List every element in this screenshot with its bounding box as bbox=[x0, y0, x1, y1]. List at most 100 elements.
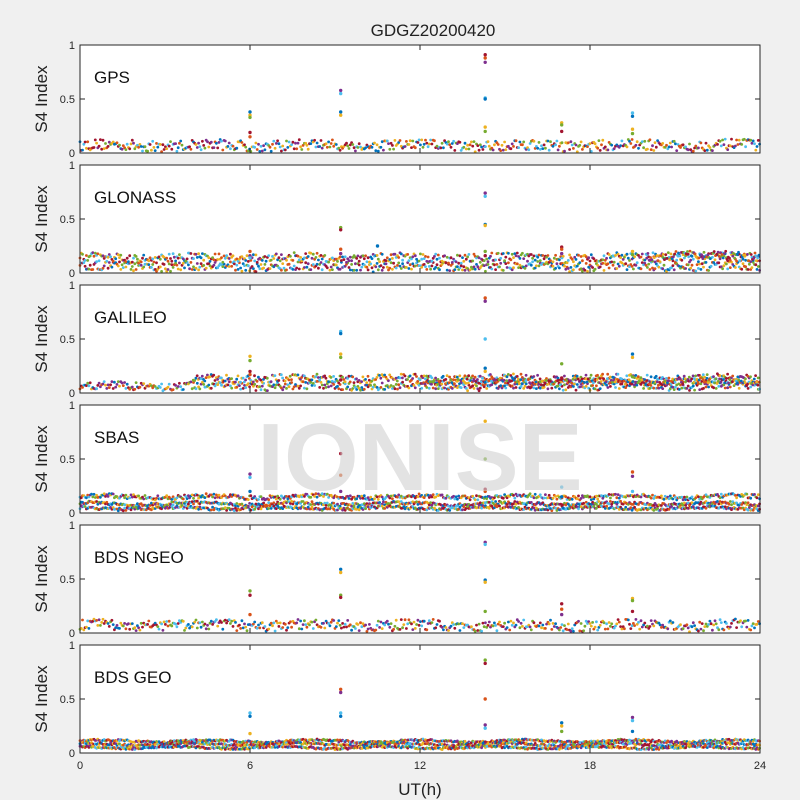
y-axis-label: S4 Index bbox=[32, 65, 51, 133]
data-point bbox=[630, 252, 635, 257]
data-point bbox=[483, 223, 487, 228]
data-point bbox=[630, 715, 635, 720]
data-point bbox=[248, 612, 252, 617]
x-tick-label: 12 bbox=[414, 760, 426, 772]
y-axis-label: S4 Index bbox=[32, 185, 51, 253]
data-point bbox=[339, 714, 343, 718]
data-point bbox=[248, 115, 252, 120]
y-axis-label: S4 Index bbox=[32, 305, 51, 373]
x-tick-label: 24 bbox=[754, 760, 766, 772]
data-point bbox=[248, 354, 252, 358]
data-point bbox=[560, 612, 564, 617]
data-point bbox=[483, 60, 487, 64]
data-point bbox=[483, 56, 487, 60]
data-point bbox=[375, 244, 380, 248]
data-point bbox=[630, 609, 635, 614]
plot-area bbox=[80, 525, 760, 633]
data-point bbox=[560, 607, 564, 611]
panel-sbas: IONISE 0 0.5 1 SBAS S4 Index bbox=[32, 400, 761, 520]
data-point bbox=[483, 658, 487, 662]
data-point bbox=[630, 718, 635, 723]
data-point bbox=[483, 419, 487, 423]
data-point bbox=[248, 249, 252, 254]
data-point bbox=[630, 355, 635, 360]
y-tick-label: 0 bbox=[69, 628, 75, 640]
data-point bbox=[248, 369, 252, 374]
y-tick-label: 1 bbox=[69, 280, 75, 292]
data-point bbox=[483, 580, 487, 584]
background-scatter bbox=[78, 372, 761, 393]
data-point bbox=[483, 191, 487, 195]
y-tick-label: 1 bbox=[69, 640, 75, 652]
data-point bbox=[560, 251, 564, 256]
data-point bbox=[560, 724, 564, 728]
data-point bbox=[483, 337, 487, 341]
plot-area bbox=[80, 645, 760, 753]
data-point bbox=[560, 602, 564, 606]
data-point bbox=[339, 331, 343, 336]
watermark-text: IONISE bbox=[257, 404, 582, 511]
data-point bbox=[483, 254, 487, 258]
panel-galileo: 0 0.5 1 GALILEO S4 Index bbox=[32, 280, 761, 400]
panel-stack: 0 0.5 1 GPS S4 Index 0 0.5 1 GLONASS S4 Index 0 0.5… bbox=[32, 40, 766, 772]
panel-bds-ngeo: 0 0.5 1 BDS NGEO S4 Index bbox=[32, 520, 761, 640]
data-point bbox=[483, 542, 487, 547]
data-point bbox=[483, 129, 487, 134]
data-point bbox=[630, 375, 635, 379]
data-point bbox=[248, 475, 252, 480]
data-point bbox=[248, 372, 252, 377]
data-point bbox=[483, 296, 487, 300]
data-point bbox=[630, 352, 635, 356]
data-point bbox=[248, 256, 252, 260]
data-point bbox=[339, 355, 343, 360]
data-point bbox=[248, 589, 252, 593]
y-axis-label: S4 Index bbox=[32, 425, 51, 493]
data-point bbox=[248, 130, 252, 135]
data-point bbox=[630, 111, 635, 115]
panel-label: GALILEO bbox=[94, 308, 167, 327]
data-point bbox=[248, 593, 252, 597]
data-point bbox=[483, 697, 487, 701]
data-point bbox=[483, 53, 487, 57]
data-point bbox=[339, 711, 343, 715]
y-tick-label: 0.5 bbox=[60, 334, 75, 346]
data-point bbox=[248, 472, 252, 476]
y-axis-label: S4 Index bbox=[32, 665, 51, 733]
data-point bbox=[630, 729, 635, 734]
data-point bbox=[560, 721, 564, 725]
data-point bbox=[483, 194, 487, 198]
panel-label: BDS NGEO bbox=[94, 548, 184, 567]
data-point bbox=[339, 489, 343, 494]
data-point bbox=[339, 378, 343, 382]
y-tick-label: 1 bbox=[69, 160, 75, 172]
data-point bbox=[483, 97, 487, 101]
data-point bbox=[339, 247, 343, 251]
data-point bbox=[483, 457, 487, 461]
y-tick-label: 0.5 bbox=[60, 214, 75, 226]
data-point bbox=[630, 127, 635, 131]
y-tick-label: 0.5 bbox=[60, 574, 75, 586]
data-point bbox=[630, 114, 635, 119]
data-point bbox=[483, 369, 487, 374]
data-point bbox=[248, 358, 252, 363]
background-scatter bbox=[78, 492, 761, 513]
data-point bbox=[339, 352, 343, 356]
panel-label: SBAS bbox=[94, 428, 139, 447]
panel-gps: 0 0.5 1 GPS S4 Index bbox=[32, 40, 761, 160]
chart-title: GDGZ20200420 bbox=[371, 21, 496, 40]
data-point bbox=[339, 91, 343, 96]
data-point bbox=[248, 135, 252, 139]
data-point bbox=[630, 470, 635, 474]
data-point bbox=[248, 110, 252, 114]
panel-glonass: 0 0.5 1 GLONASS S4 Index bbox=[32, 160, 761, 280]
background-scatter bbox=[78, 249, 761, 274]
data-point bbox=[483, 489, 487, 494]
data-point bbox=[339, 113, 343, 117]
background-scatter bbox=[78, 737, 761, 751]
y-tick-label: 0.5 bbox=[60, 694, 75, 706]
y-tick-label: 0.5 bbox=[60, 94, 75, 106]
data-point bbox=[339, 110, 343, 114]
data-point bbox=[339, 451, 343, 456]
data-point bbox=[630, 598, 635, 603]
data-point bbox=[483, 723, 487, 727]
